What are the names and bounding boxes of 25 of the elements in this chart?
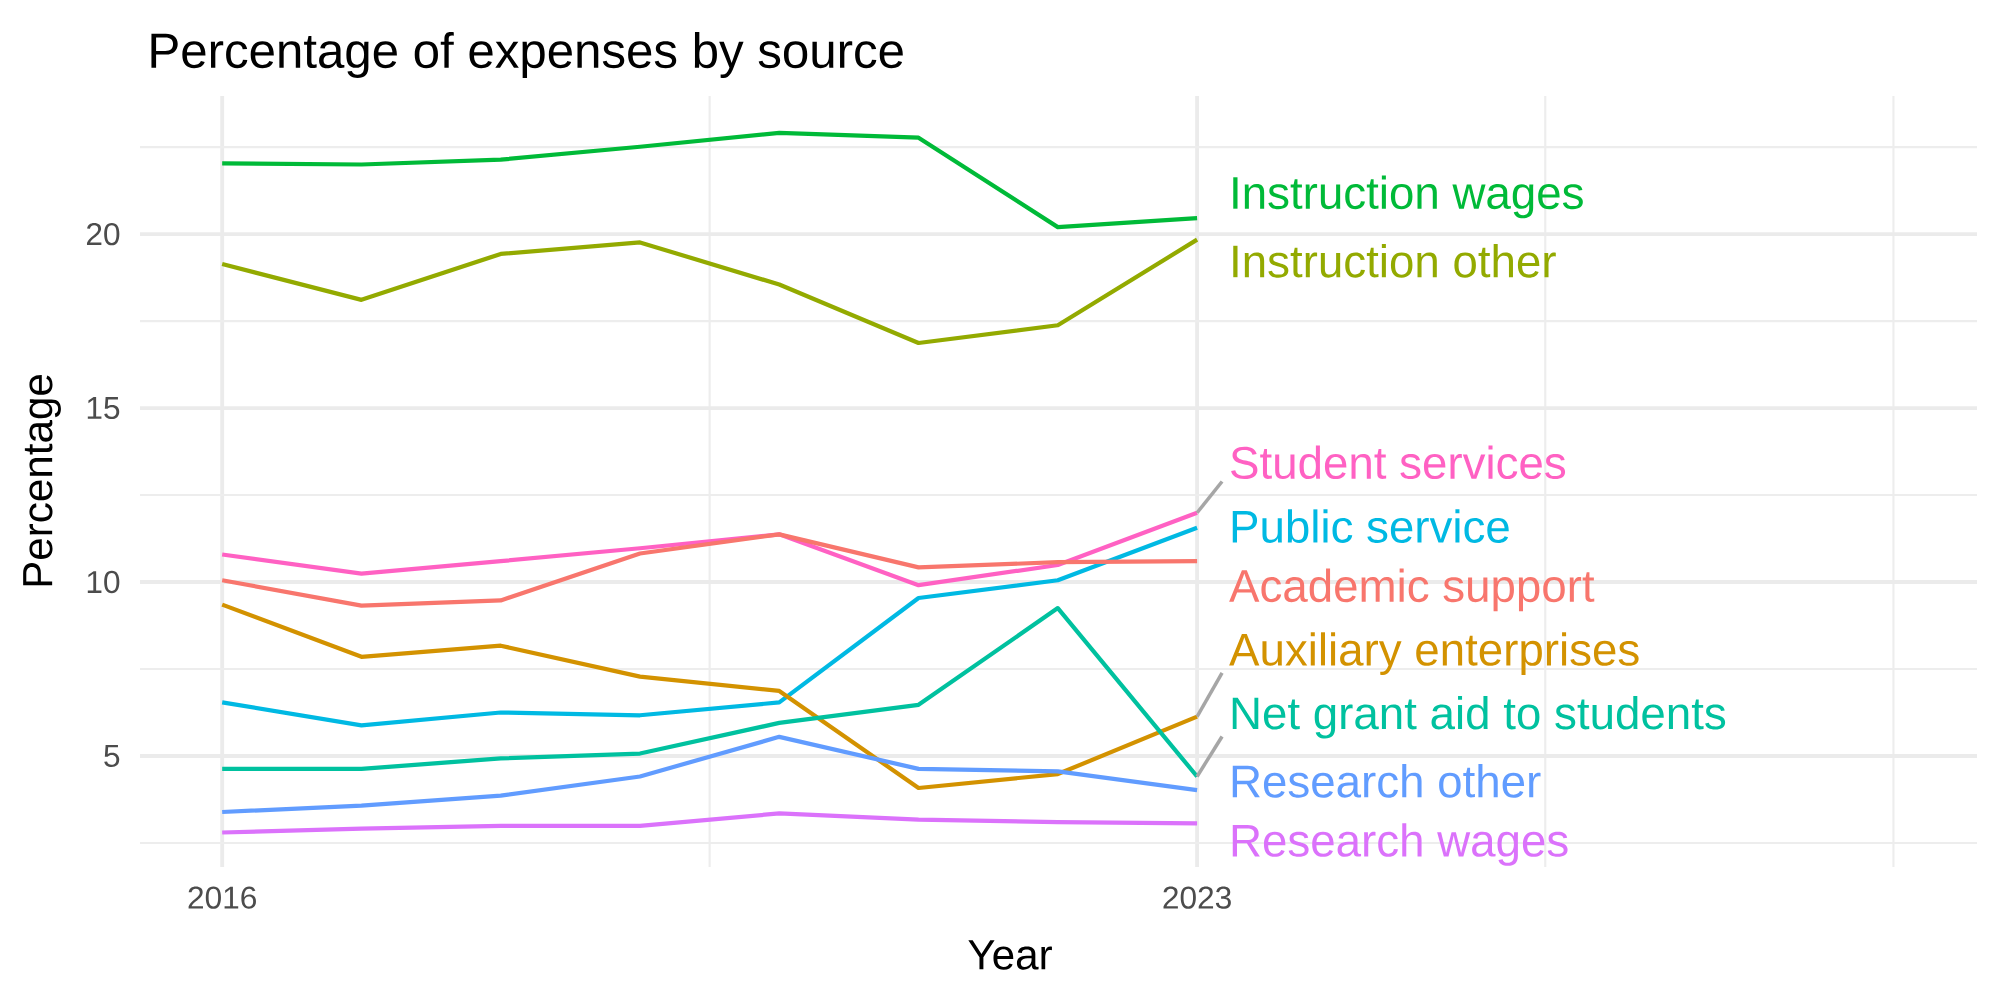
series-label: Net grant aid to students — [1232, 695, 1726, 739]
chart-title: Percentage of expenses by source — [151, 32, 903, 78]
series-label: Instruction other — [1233, 244, 1556, 278]
line-series — [220, 811, 1200, 835]
x-tick-label: 2016 — [188, 886, 256, 909]
y-tick-label: 20 — [86, 222, 120, 246]
series-label: Academic support — [1229, 568, 1595, 612]
series-label: Auxiliary enterprises — [1229, 632, 1639, 675]
line-series — [220, 525, 1200, 728]
line-series — [220, 510, 1200, 588]
line-series — [220, 237, 1200, 346]
line-series — [220, 130, 1200, 230]
y-tick-label: 10 — [87, 570, 120, 594]
line-series — [220, 532, 1200, 608]
y-tick-label: 5 — [104, 744, 120, 768]
series-label: Student services — [1231, 445, 1566, 480]
x-axis-title: Year — [968, 940, 1052, 970]
y-axis-title: Percentage — [23, 375, 61, 586]
series-label: Research wages — [1232, 823, 1568, 866]
y-tick-label: 15 — [87, 397, 120, 420]
series-label: Public service — [1232, 509, 1509, 543]
series-label: Research other — [1232, 764, 1541, 798]
x-tick-label: 2023 — [1163, 886, 1231, 909]
series-label: Instruction wages — [1233, 175, 1583, 219]
line-series — [220, 734, 1200, 815]
